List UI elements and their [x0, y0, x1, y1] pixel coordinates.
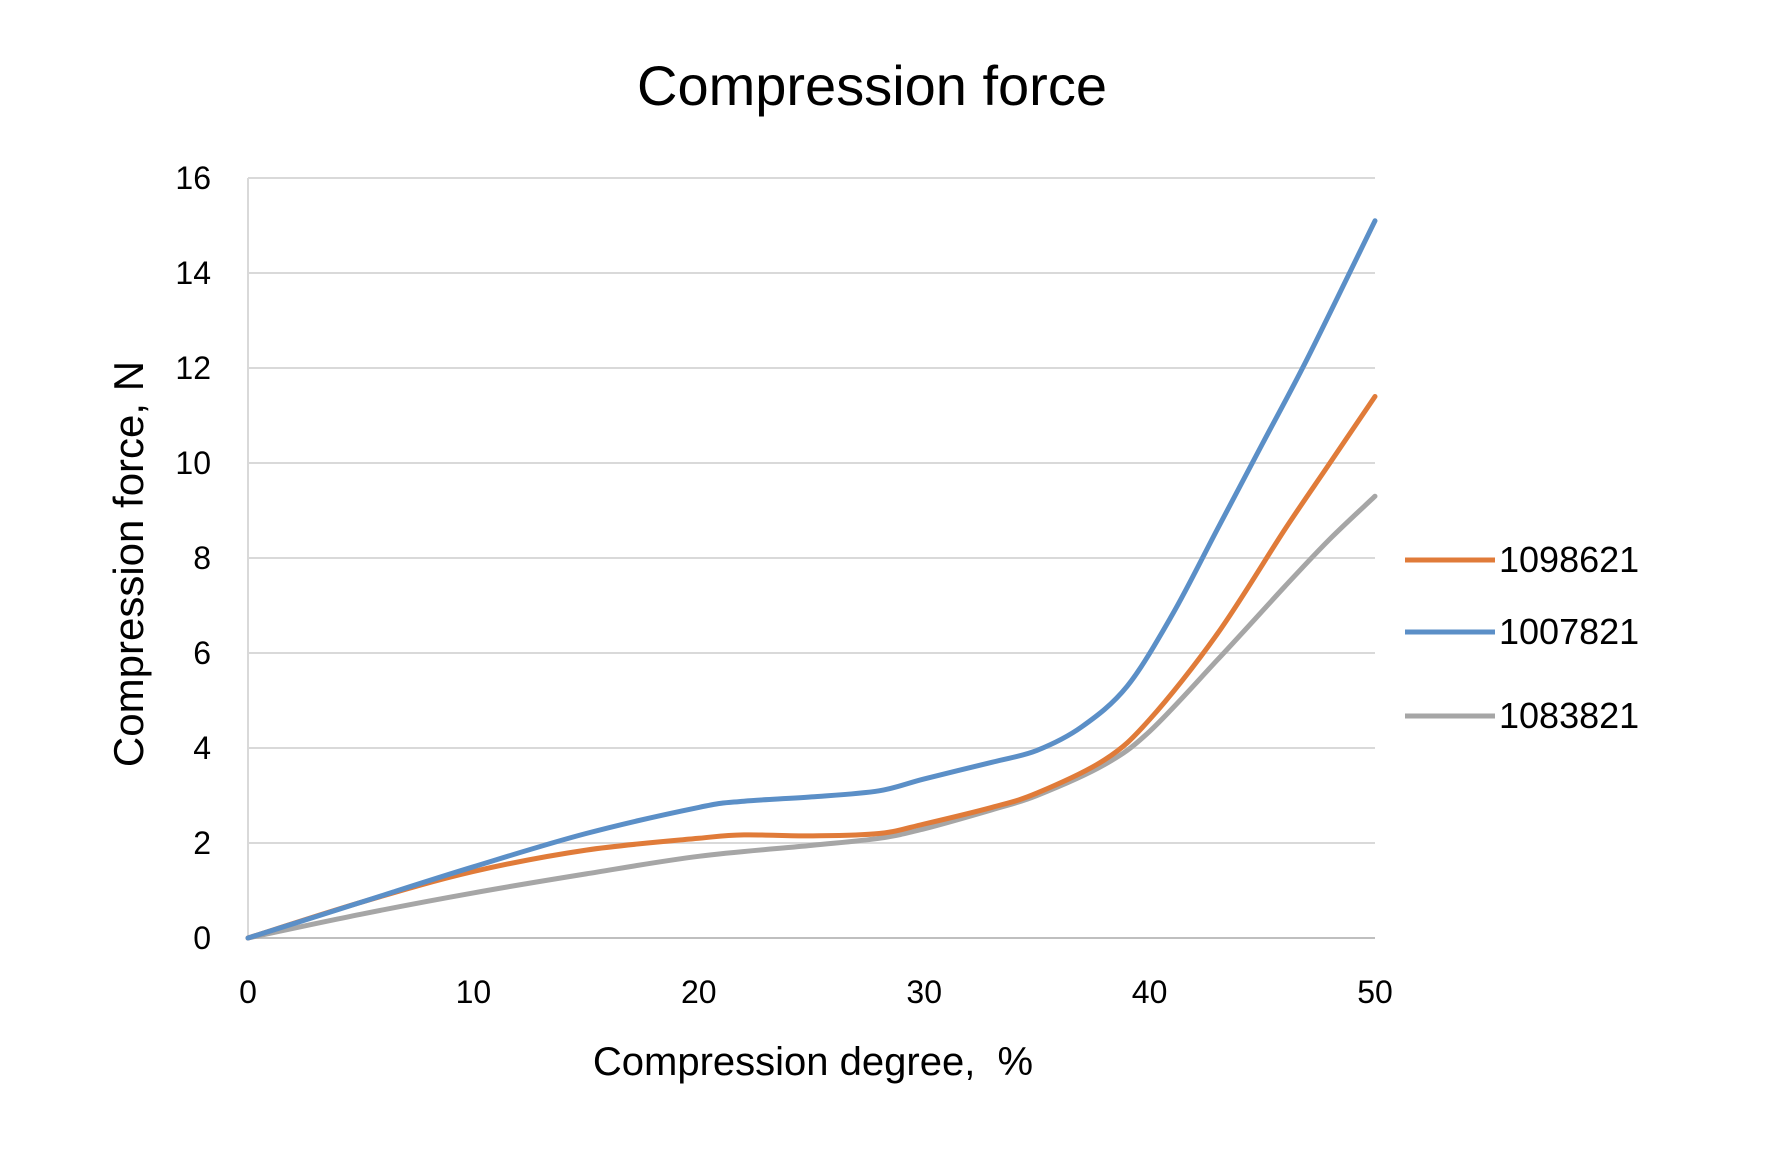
x-tick-label: 0: [239, 974, 257, 1010]
y-tick-label: 16: [175, 160, 211, 196]
x-tick-label: 30: [906, 974, 942, 1010]
y-tick-label: 8: [193, 540, 211, 576]
y-tick-label: 2: [193, 825, 211, 861]
y-tick-labels: 0 2 4 6 8 10 12 14 16: [175, 160, 211, 956]
series-line-1007821: [245, 218, 1378, 941]
y-tick-label: 14: [175, 255, 211, 291]
series-line-1098621: [245, 394, 1378, 941]
y-tick-label: 0: [193, 920, 211, 956]
chart-title: Compression force: [637, 54, 1107, 117]
x-tick-label: 10: [456, 974, 492, 1010]
y-tick-label: 12: [175, 350, 211, 386]
legend-label: 1007821: [1499, 611, 1639, 652]
series-lines: [245, 218, 1378, 941]
x-tick-label: 40: [1132, 974, 1168, 1010]
y-tick-label: 6: [193, 635, 211, 671]
y-tick-label: 10: [175, 445, 211, 481]
y-tick-label: 4: [193, 730, 211, 766]
axes: [247, 178, 1375, 939]
x-tick-label: 50: [1357, 974, 1393, 1010]
x-axis-label: Compression degree, %: [593, 1040, 1033, 1084]
series-line-1083821: [245, 493, 1378, 941]
legend-label: 1083821: [1499, 695, 1639, 736]
grid-lines: [248, 177, 1375, 844]
y-axis-label: Compression force, N: [105, 361, 152, 767]
legend-label: 1098621: [1499, 539, 1639, 580]
x-tick-label: 20: [681, 974, 717, 1010]
x-tick-labels: 0 10 20 30 40 50: [239, 974, 1393, 1010]
legend: 1098621 1007821 1083821: [1405, 539, 1639, 736]
